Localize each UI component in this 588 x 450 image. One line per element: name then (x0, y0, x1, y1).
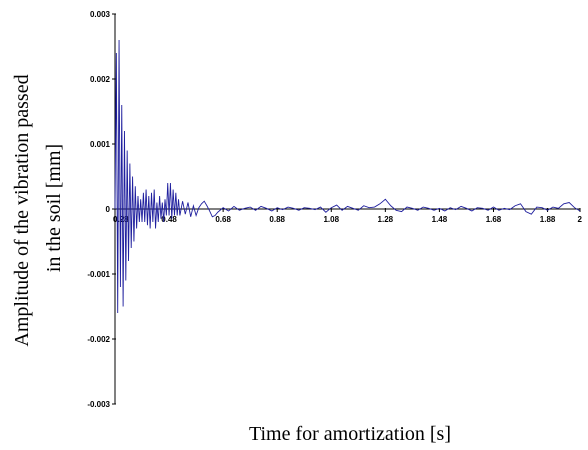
y-tick-label: -0.001 (87, 270, 110, 279)
y-tick-label: 0.001 (90, 140, 111, 149)
x-tick-label: 1.08 (323, 215, 339, 224)
series-line (114, 39, 581, 314)
y-axis-title: Amplitude of the vibration passed in the… (11, 69, 65, 346)
y-tick-label: -0.003 (87, 400, 110, 409)
x-tick-label: 1.68 (486, 215, 502, 224)
x-ticks: 0.28 0.48 0.68 0.88 1.08 1.28 1.48 1.68 1.88 2 (113, 208, 583, 224)
x-tick-label: 0.88 (269, 215, 285, 224)
x-tick-label: 1.88 (540, 215, 556, 224)
x-tick-label: 1.48 (432, 215, 448, 224)
y-ticks: 0.003 0.002 0.001 0 -0.001 -0.002 -0.003 (87, 10, 116, 409)
x-tick-label: 1.28 (378, 215, 394, 224)
x-tick-label: 0.68 (215, 215, 231, 224)
y-tick-label: 0.002 (90, 75, 111, 84)
x-tick-label: 0.48 (161, 215, 177, 224)
y-axis-title-line2: in the soil [mm] (43, 144, 65, 272)
y-tick-label: 0 (106, 205, 111, 214)
x-axis-title: Time for amortization [s] (249, 423, 451, 445)
y-axis-title-line1: Amplitude of the vibration passed (11, 74, 33, 346)
y-tick-label: -0.002 (87, 335, 110, 344)
y-tick-label: 0.003 (90, 10, 111, 19)
x-tick-label: 2 (578, 215, 583, 224)
